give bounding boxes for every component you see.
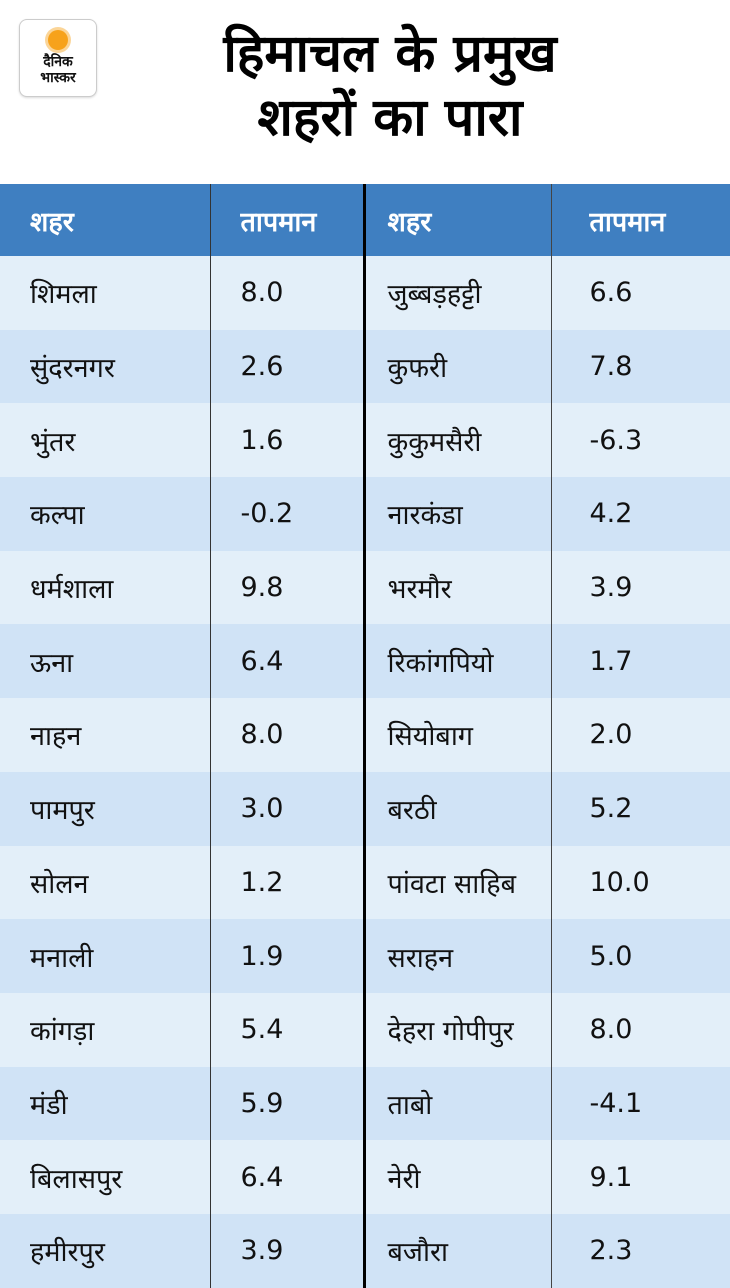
table-row: हमीरपुर 3.9 बजौरा 2.3 (0, 1213, 730, 1288)
temperature-cell: 9.8 (209, 550, 364, 625)
table-row: मंडी 5.9 ताबो -4.1 (0, 1066, 730, 1141)
table-row: कांगड़ा 5.4 देहरा गोपीपुर 8.0 (0, 992, 730, 1067)
temperature-cell: 1.6 (209, 403, 364, 478)
temperature-cell: 10.0 (550, 845, 730, 920)
temperature-cell: 6.4 (209, 624, 364, 699)
table-row: कल्पा -0.2 नारकंडा 4.2 (0, 477, 730, 551)
temperature-cell: 1.2 (209, 845, 364, 920)
city-cell: सोलन (0, 845, 210, 920)
logo-text: दैनिक भास्कर (40, 54, 76, 86)
temperature-cell: 1.7 (550, 624, 730, 699)
city-cell: नाहन (0, 698, 210, 772)
temperature-table: शहर तापमान शहर तापमान शिमला 8.0 जुब्बड़हट्… (0, 184, 730, 1288)
dainik-bhaskar-logo: दैनिक भास्कर (19, 19, 97, 97)
temperature-cell: 1.9 (209, 919, 364, 993)
city-cell: कुकुमसैरी (362, 403, 551, 478)
city-cell: धर्मशाला (0, 550, 210, 625)
city-cell: मंडी (0, 1066, 210, 1141)
city-cell: सियोबाग (362, 698, 551, 772)
temperature-cell: 5.0 (550, 919, 730, 993)
city-cell: ताबो (362, 1066, 551, 1141)
table-row: पामपुर 3.0 बरठी 5.2 (0, 771, 730, 846)
temperature-cell: 7.8 (550, 329, 730, 404)
header-temperature: तापमान (550, 184, 730, 256)
city-cell: कुफरी (362, 329, 551, 404)
table-header-row: शहर तापमान शहर तापमान (0, 184, 730, 256)
temperature-cell: 5.9 (209, 1066, 364, 1141)
sun-icon (48, 30, 68, 50)
city-cell: बरठी (362, 771, 551, 846)
city-cell: सुंदरनगर (0, 329, 210, 404)
city-cell: मनाली (0, 919, 210, 993)
temperature-cell: 3.0 (209, 771, 364, 846)
temperature-cell: 8.0 (209, 698, 364, 772)
city-cell: भरमौर (362, 550, 551, 625)
temperature-cell: 8.0 (209, 256, 364, 330)
city-cell: शिमला (0, 256, 210, 330)
city-cell: बिलासपुर (0, 1140, 210, 1214)
city-cell: कांगड़ा (0, 992, 210, 1067)
temperature-cell: -0.2 (209, 477, 364, 551)
temperature-cell: 3.9 (209, 1213, 364, 1288)
table-row: सोलन 1.2 पांवटा साहिब 10.0 (0, 845, 730, 920)
temperature-cell: 5.4 (209, 992, 364, 1067)
city-cell: सराहन (362, 919, 551, 993)
temperature-cell: -4.1 (550, 1066, 730, 1141)
temperature-cell: 4.2 (550, 477, 730, 551)
city-cell: जुब्बड़हट्टी (362, 256, 551, 330)
temperature-cell: 2.6 (209, 329, 364, 404)
table-row: भुंतर 1.6 कुकुमसैरी -6.3 (0, 403, 730, 478)
table-row: धर्मशाला 9.8 भरमौर 3.9 (0, 550, 730, 625)
city-cell: पांवटा साहिब (362, 845, 551, 920)
table-row: सुंदरनगर 2.6 कुफरी 7.8 (0, 329, 730, 404)
header-temperature: तापमान (209, 184, 364, 256)
temperature-cell: 6.4 (209, 1140, 364, 1214)
city-cell: रिकांगपियो (362, 624, 551, 699)
page-title: हिमाचल के प्रमुख शहरों का पारा (223, 24, 557, 148)
table-row: नाहन 8.0 सियोबाग 2.0 (0, 698, 730, 772)
city-cell: नारकंडा (362, 477, 551, 551)
temperature-cell: 8.0 (550, 992, 730, 1067)
temperature-cell: 5.2 (550, 771, 730, 846)
temperature-cell: -6.3 (550, 403, 730, 478)
table-row: ऊना 6.4 रिकांगपियो 1.7 (0, 624, 730, 699)
temperature-cell: 6.6 (550, 256, 730, 330)
header-city: शहर (0, 184, 210, 256)
city-cell: बजौरा (362, 1213, 551, 1288)
city-cell: नेरी (362, 1140, 551, 1214)
city-cell: ऊना (0, 624, 210, 699)
city-cell: पामपुर (0, 771, 210, 846)
table-row: बिलासपुर 6.4 नेरी 9.1 (0, 1140, 730, 1214)
temperature-cell: 9.1 (550, 1140, 730, 1214)
city-cell: भुंतर (0, 403, 210, 478)
table-row: शिमला 8.0 जुब्बड़हट्टी 6.6 (0, 256, 730, 330)
city-cell: हमीरपुर (0, 1213, 210, 1288)
city-cell: देहरा गोपीपुर (362, 992, 551, 1067)
city-cell: कल्पा (0, 477, 210, 551)
temperature-cell: 2.3 (550, 1213, 730, 1288)
temperature-cell: 3.9 (550, 550, 730, 625)
header-city: शहर (362, 184, 551, 256)
table-row: मनाली 1.9 सराहन 5.0 (0, 919, 730, 993)
temperature-cell: 2.0 (550, 698, 730, 772)
